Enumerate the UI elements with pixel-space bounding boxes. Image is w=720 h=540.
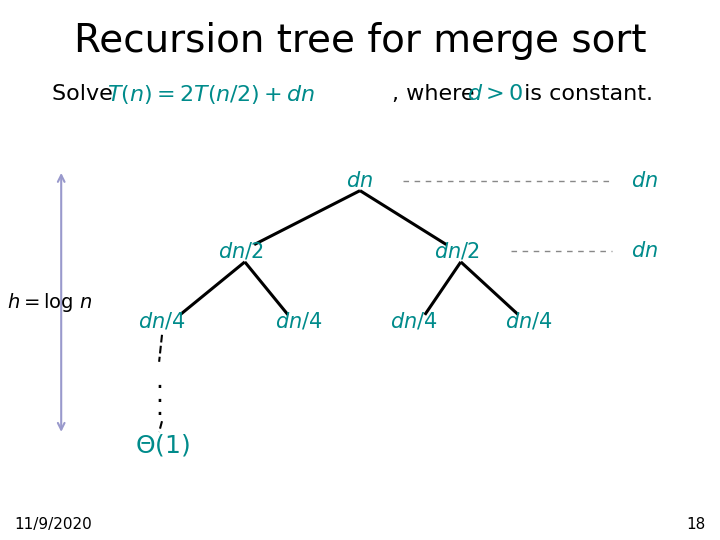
- Text: Recursion tree for merge sort: Recursion tree for merge sort: [73, 22, 647, 59]
- Text: , where: , where: [392, 84, 482, 105]
- Text: $\cdot$: $\cdot$: [155, 401, 162, 425]
- Text: $dn/4$: $dn/4$: [390, 311, 438, 332]
- Text: $d > 0$: $d > 0$: [467, 84, 523, 105]
- Text: 11/9/2020: 11/9/2020: [14, 517, 92, 532]
- Text: $h = \log\,n$: $h = \log\,n$: [7, 291, 93, 314]
- Text: $dn$: $dn$: [346, 171, 374, 191]
- Text: $dn/4$: $dn/4$: [505, 311, 553, 332]
- Text: $\cdot$: $\cdot$: [155, 374, 162, 398]
- Text: $dn$: $dn$: [631, 171, 658, 191]
- Text: $dn/2$: $dn/2$: [434, 241, 480, 261]
- Text: $dn/2$: $dn/2$: [218, 241, 264, 261]
- Text: 18: 18: [686, 517, 706, 532]
- Text: $\cdot$: $\cdot$: [155, 388, 162, 411]
- Text: $dn/4$: $dn/4$: [275, 311, 323, 332]
- Text: Solve: Solve: [52, 84, 120, 105]
- Text: $dn$: $dn$: [631, 241, 658, 261]
- Text: $dn/4$: $dn/4$: [138, 311, 186, 332]
- Text: $T(n) = 2T(n/2) + dn$: $T(n) = 2T(n/2) + dn$: [107, 83, 315, 106]
- Text: is constant.: is constant.: [517, 84, 653, 105]
- Text: $\Theta(1)$: $\Theta(1)$: [135, 433, 189, 458]
